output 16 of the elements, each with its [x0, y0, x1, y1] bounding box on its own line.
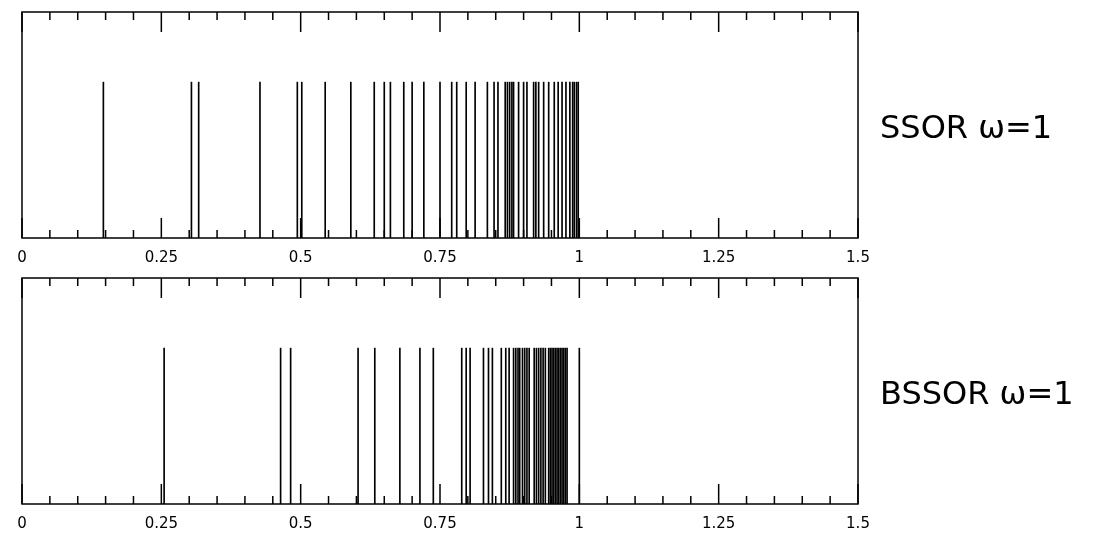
x-tick-label: 0.5 — [288, 247, 313, 266]
x-tick-label: 0 — [17, 247, 27, 266]
x-tick-label: 1.5 — [846, 513, 870, 532]
x-tick-label: 0.5 — [288, 513, 313, 532]
x-tick-label: 0.25 — [144, 513, 179, 532]
x-tick-label: 1 — [574, 513, 585, 532]
x-tick-label: 1.25 — [701, 513, 736, 532]
x-tick-label: 0.25 — [144, 247, 179, 266]
x-tick-label: 1 — [574, 247, 585, 266]
text: SSOR ω=1 — [880, 108, 1053, 146]
x-tick-label: 1.25 — [701, 247, 736, 266]
x-tick-label: 0.75 — [423, 247, 457, 266]
text: BSSOR ω=1 — [880, 374, 1074, 412]
x-tick-label: 1.5 — [846, 247, 870, 266]
x-tick-label: 0.75 — [423, 513, 457, 532]
x-tick-label: 0 — [17, 513, 27, 532]
